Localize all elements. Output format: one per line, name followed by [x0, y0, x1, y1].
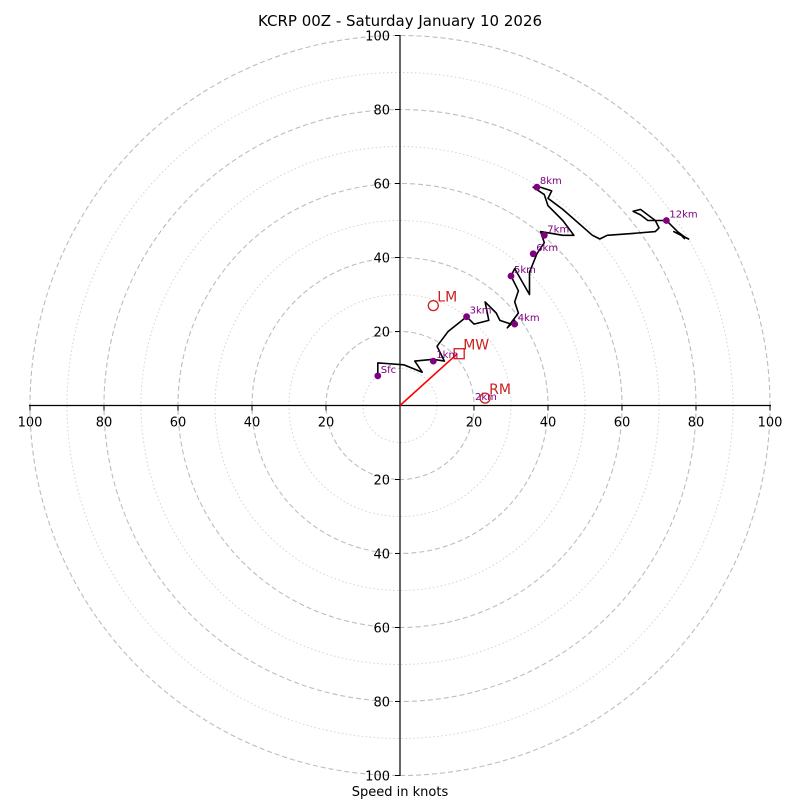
x-tick-label: 40 — [244, 416, 261, 431]
y-tick-label: 20 — [373, 474, 390, 489]
height-marker-4km — [511, 320, 519, 328]
height-marker-label: 7km — [547, 224, 569, 235]
y-tick-label: 60 — [373, 178, 390, 193]
height-marker-1km — [429, 357, 437, 365]
x-axis-label: Speed in knots — [352, 785, 449, 800]
x-tick-label: 20 — [318, 416, 335, 431]
y-tick-label: 80 — [373, 104, 390, 119]
x-tick-label: 80 — [96, 416, 113, 431]
mean-wind-vector — [399, 353, 458, 407]
height-marker-label: 6km — [536, 243, 558, 254]
height-marker-label: 1km — [436, 350, 458, 361]
x-tick-label: 100 — [758, 416, 783, 431]
x-tick-label: 40 — [540, 416, 557, 431]
height-marker-12km — [663, 217, 670, 224]
hodograph-trace-layer — [377, 186, 690, 407]
x-tick-label: 20 — [466, 416, 483, 431]
height-marker-3km — [463, 313, 470, 321]
x-tick-label: 60 — [170, 416, 187, 431]
storm-motion-marker-LM — [427, 299, 439, 312]
height-marker-label: 8km — [540, 176, 562, 187]
tick-labels: 100 80 60 40 20 20 40 60 80 100 20 40 60 80 100 20 40 60 8… — [18, 30, 783, 785]
y-tick-label: 40 — [373, 252, 390, 267]
y-tick-label: 100 — [365, 770, 390, 785]
x-tick-label: 100 — [18, 416, 43, 431]
y-tick-label: 20 — [373, 326, 390, 341]
storm-motion-markers: LM MW RM — [427, 290, 511, 404]
storm-motion-label: MW — [463, 338, 489, 354]
height-marker-label: 3km — [470, 306, 492, 317]
y-tick-label: 40 — [373, 548, 390, 563]
height-marker-5km — [507, 272, 515, 280]
height-marker-8km — [533, 183, 541, 191]
height-marker-label: 2km — [475, 392, 497, 403]
height-marker-label: Sfc — [381, 365, 396, 376]
y-tick-label: 60 — [373, 622, 390, 637]
height-marker-Sfc — [374, 372, 382, 380]
height-marker-7km — [540, 231, 548, 239]
height-marker-label: 5km — [514, 265, 536, 276]
y-tick-label: 100 — [365, 30, 390, 45]
storm-motion-marker-RM — [479, 392, 491, 404]
height-marker-6km — [529, 250, 537, 258]
height-marker-label: 12km — [669, 210, 697, 221]
height-marker-label: 4km — [518, 313, 540, 324]
storm-motion-label: LM — [437, 290, 457, 306]
x-tick-label: 60 — [614, 416, 631, 431]
y-tick-label: 80 — [373, 696, 390, 711]
storm-motion-label: RM — [489, 382, 511, 398]
hodograph-trace — [377, 186, 690, 377]
chart-title: KCRP 00Z - Saturday January 10 2026 — [258, 12, 542, 30]
storm-motion-marker-MW — [453, 348, 465, 360]
x-tick-label: 80 — [688, 416, 705, 431]
